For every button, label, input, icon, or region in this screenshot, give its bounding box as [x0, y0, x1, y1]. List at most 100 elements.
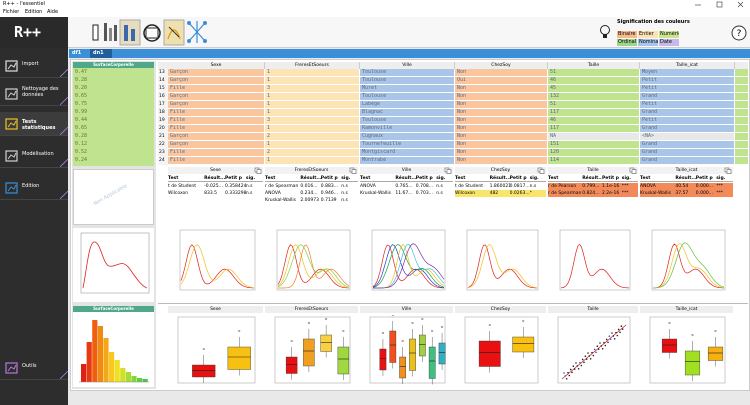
nav-label: Import [22, 61, 39, 67]
help-button[interactable]: ? [731, 25, 747, 41]
test-cell: 0.016... [300, 184, 318, 189]
test-col-header: sig. [245, 175, 263, 182]
column-header[interactable]: ChezSoy [455, 62, 548, 69]
scatter-point [579, 361, 581, 364]
box [303, 338, 315, 367]
menu-item[interactable]: Edition [25, 9, 43, 15]
test-cell: *** [716, 190, 733, 197]
table-cell: Garçon [168, 133, 265, 141]
icon-shape [5, 60, 18, 72]
scatter-point [620, 325, 623, 328]
table-cell: 46 [548, 77, 640, 85]
legend-chip: Date [659, 39, 679, 46]
menu-item[interactable]: Aide [47, 9, 59, 15]
nav-item-active[interactable]: Tests statistiques [0, 112, 68, 136]
row-index: 22 [158, 141, 168, 149]
column-header[interactable]: Taille_icat [640, 62, 735, 69]
icon-shape [446, 169, 452, 174]
plot-header: Taille_icat [640, 306, 733, 313]
row-index: 13 [158, 69, 168, 77]
tool-icon[interactable] [119, 19, 141, 46]
table-cell: 51 [548, 101, 640, 109]
table-cell: Garçon [168, 77, 265, 85]
test-cell: 482 [489, 190, 510, 197]
icon-shape [7, 184, 17, 192]
menu-item[interactable]: Fichier [3, 9, 20, 15]
scatter-point [600, 345, 603, 347]
density-curve [372, 244, 445, 289]
density-curve [180, 244, 255, 289]
tool-icon[interactable] [92, 24, 99, 41]
tool-icon[interactable] [163, 19, 185, 46]
tab-active[interactable]: dn1 [90, 49, 112, 58]
tool-icon[interactable] [104, 23, 117, 41]
sidebar: Import Nettoyage des données Tests statist… [0, 48, 68, 405]
table-cell: 46 [548, 117, 640, 125]
table-cell: 117 [548, 125, 640, 133]
nav-corner [60, 191, 68, 199]
icon-shape [7, 152, 17, 160]
density-plot [73, 228, 154, 302]
test-col-header: sig. [621, 175, 638, 182]
column-header[interactable]: Taille [548, 62, 640, 69]
copy-icon [724, 167, 732, 174]
nav-item[interactable]: Outils [0, 356, 68, 380]
box [192, 364, 216, 378]
legend-chip: Numérique [659, 31, 679, 38]
scatter-point [621, 328, 624, 330]
value-cell: 0.28 [75, 133, 88, 139]
window-controls[interactable] [690, 0, 750, 9]
table-cell: Cugnaux [360, 133, 455, 141]
test-cell: ANOVA [640, 183, 676, 190]
test-cell: 11.67... [395, 191, 413, 196]
panel-header: SurfaceCorporelle [73, 62, 154, 68]
table-cell: Non [455, 125, 548, 133]
nav-item[interactable]: Modélisation [0, 144, 68, 168]
test-cell: 0.358424 [225, 184, 246, 189]
density-curve [372, 244, 445, 288]
nav-item[interactable]: Import [0, 54, 68, 78]
density-curve [652, 243, 725, 289]
column-header[interactable]: Sexe [168, 62, 265, 69]
scatter-point [592, 354, 595, 357]
icon-shape [5, 182, 18, 194]
table-cell: Fille [168, 125, 265, 133]
scatter-point [609, 338, 612, 340]
row-index: 20 [158, 125, 168, 133]
table-cell: Toulouse [360, 117, 455, 125]
test-header: Taille [548, 167, 638, 174]
density-curve [652, 243, 724, 289]
density-curve [277, 244, 350, 289]
test-header: Ville [360, 167, 453, 174]
scatter-point [615, 331, 617, 334]
nav-item[interactable]: Édition [0, 176, 68, 200]
nav-item[interactable]: Nettoyage des données [0, 82, 68, 106]
table-cell: Garçon [168, 69, 265, 77]
tab[interactable]: df1 [72, 50, 82, 56]
test-col-header: Petit p [320, 175, 342, 182]
outlier [290, 340, 293, 343]
column-header[interactable]: Ville [360, 62, 455, 69]
nav-corner [60, 159, 68, 167]
tool-icon[interactable] [143, 24, 161, 42]
outlier [714, 329, 717, 332]
legend-title: Signification des couleurs [617, 19, 690, 25]
table-cell: Fille [168, 85, 265, 93]
box-plot [177, 316, 256, 384]
plot-header: Taille [548, 306, 638, 313]
table-cell: Toulouse [360, 69, 455, 77]
icon-shape [631, 169, 637, 174]
tool-icon[interactable] [187, 21, 207, 43]
table-cell: 2 [265, 149, 360, 157]
outlier [431, 329, 434, 332]
nav-corner [60, 127, 68, 135]
test-cell: -0.025... [204, 184, 223, 189]
test-col-header: Résult... [675, 176, 696, 182]
box [320, 334, 332, 352]
column-header[interactable]: FreresEtSoeurs [265, 62, 360, 69]
table-cell: Tournefeuille [360, 141, 455, 149]
test-col-header: Petit p [602, 175, 622, 182]
scatter-point [583, 361, 585, 364]
test-cell: n.s [245, 191, 253, 196]
logo: R++ [14, 23, 42, 41]
